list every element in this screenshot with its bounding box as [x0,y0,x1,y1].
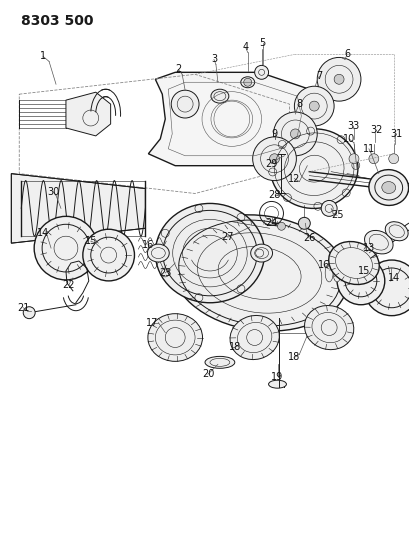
Text: 6: 6 [343,50,349,60]
Ellipse shape [204,357,234,368]
Circle shape [252,137,296,181]
Ellipse shape [381,182,395,193]
Polygon shape [11,174,145,243]
Text: 23: 23 [159,268,171,278]
Text: 14: 14 [37,228,49,238]
Ellipse shape [171,215,347,331]
Circle shape [308,101,319,111]
Circle shape [273,112,317,156]
Circle shape [368,154,378,164]
Ellipse shape [250,244,272,262]
Text: 30: 30 [47,187,59,197]
Circle shape [254,66,268,79]
Ellipse shape [240,77,254,88]
Ellipse shape [147,244,169,262]
Text: 17: 17 [146,318,158,328]
Text: 16: 16 [317,260,330,270]
Circle shape [320,200,336,216]
Circle shape [388,154,398,164]
Text: 25: 25 [330,211,342,220]
Text: 15: 15 [357,266,369,276]
Circle shape [333,74,343,84]
Ellipse shape [155,204,264,303]
Ellipse shape [211,89,228,103]
Text: 11: 11 [362,144,374,154]
Circle shape [34,216,97,280]
Text: 4: 4 [242,43,248,52]
Circle shape [290,129,300,139]
Text: 26: 26 [302,233,315,243]
Polygon shape [148,72,313,166]
Ellipse shape [304,305,353,350]
Ellipse shape [148,314,202,361]
Circle shape [348,154,358,164]
Ellipse shape [268,380,286,388]
Ellipse shape [384,222,407,241]
Text: 8303 500: 8303 500 [21,14,94,28]
Text: 10: 10 [342,134,354,144]
Text: 19: 19 [271,372,283,382]
Circle shape [363,260,409,316]
Text: 13: 13 [362,243,374,253]
Circle shape [23,306,35,319]
Text: 9: 9 [271,129,277,139]
Ellipse shape [333,264,340,282]
Circle shape [294,86,333,126]
Circle shape [269,154,279,164]
Circle shape [83,229,134,281]
Ellipse shape [270,129,357,208]
Text: 20: 20 [201,369,213,379]
Text: 15: 15 [84,236,97,246]
Text: 27: 27 [221,232,234,242]
Ellipse shape [229,316,279,360]
Text: 33: 33 [346,121,358,131]
Circle shape [243,78,251,86]
Text: 3: 3 [210,54,216,64]
Text: 24: 24 [265,219,277,228]
Text: 31: 31 [390,129,402,139]
Ellipse shape [340,264,348,282]
Text: 2: 2 [175,64,181,74]
Text: 8: 8 [296,99,302,109]
Text: 18: 18 [288,352,300,362]
Text: 7: 7 [315,71,321,82]
Circle shape [277,222,285,230]
Circle shape [317,58,360,101]
Circle shape [171,90,198,118]
Text: 14: 14 [387,273,399,283]
Text: 12: 12 [288,174,300,183]
Text: 22: 22 [63,280,75,290]
Ellipse shape [368,169,408,205]
Text: 5: 5 [259,37,265,47]
Ellipse shape [324,264,333,282]
Text: 21: 21 [17,303,29,313]
Text: 29: 29 [265,159,277,169]
Ellipse shape [364,230,392,254]
Text: 16: 16 [142,240,154,250]
Ellipse shape [328,241,378,285]
Text: 32: 32 [370,125,382,135]
Polygon shape [66,92,110,136]
Text: 28: 28 [267,190,280,200]
Text: 18: 18 [228,342,240,352]
Text: 1: 1 [40,51,46,61]
Circle shape [298,217,310,229]
Circle shape [336,257,384,305]
